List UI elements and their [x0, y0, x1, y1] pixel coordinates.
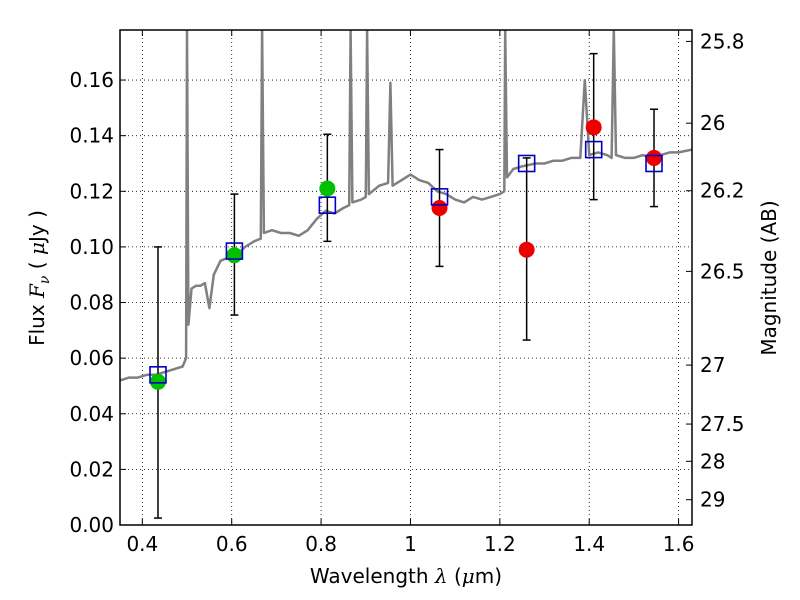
model-photometry-square	[645, 154, 663, 173]
x-tick-label: 0.6	[216, 532, 248, 556]
observed-point-red	[518, 241, 535, 258]
mag-tick-label: 27	[700, 353, 725, 377]
observed-point-green	[149, 373, 166, 390]
mag-tick-label: 27.5	[700, 412, 745, 436]
y-tick-label: 0.08	[69, 291, 114, 315]
model-photometry-square	[318, 196, 337, 214]
observed-point-red	[431, 199, 448, 216]
model-photometry-square	[225, 242, 244, 260]
y-tick-label: 0.02	[69, 457, 114, 481]
plot-frame	[119, 29, 693, 526]
x-tick-label: 1.6	[663, 532, 695, 556]
mag-tick-label: 25.8	[700, 29, 745, 53]
axis-ticks: 0.4 0.6 0.8 1 1.2 1.4 1.6 0.00 0.02 0.04 0.06 0.08 0…	[69, 29, 744, 556]
y-tick-label: 0.10	[69, 235, 114, 259]
y-tick-label: 0.16	[69, 68, 114, 92]
x-tick-label: 1.2	[484, 532, 516, 556]
observed-point-green	[319, 180, 336, 197]
y-tick-label: 0.06	[69, 346, 114, 370]
mag-tick-label: 26	[700, 111, 725, 135]
model-photometry-square	[517, 154, 536, 173]
x-axis-label: Wavelength λ (μm)	[310, 564, 502, 588]
mag-tick-label: 29	[700, 488, 725, 512]
y-tick-label: 0.00	[69, 513, 114, 537]
y-axis-label: Flux Fν ( μJy )	[25, 210, 53, 346]
x-tick-label: 0.4	[126, 532, 158, 556]
model-photometry-square	[149, 366, 167, 384]
observed-point-green	[226, 247, 243, 264]
y-tick-label: 0.14	[69, 124, 114, 148]
observed-point-red	[585, 119, 602, 136]
mag-tick-label: 28	[700, 449, 725, 473]
model-photometry-square	[584, 140, 603, 159]
model-spectrum-line	[120, 30, 692, 382]
mag-tick-label: 26.5	[700, 259, 745, 283]
right-axis-label: Magnitude (AB)	[757, 200, 781, 355]
y-tick-label: 0.04	[69, 402, 114, 426]
x-tick-label: 1	[404, 532, 417, 556]
observed-point-red	[646, 149, 663, 166]
x-tick-label: 1.4	[573, 532, 605, 556]
y-tick-label: 0.12	[69, 179, 114, 203]
mag-tick-label: 26.2	[700, 179, 745, 203]
x-tick-label: 0.8	[305, 532, 337, 556]
model-photometry-square	[430, 188, 449, 206]
plot-area	[120, 30, 692, 519]
